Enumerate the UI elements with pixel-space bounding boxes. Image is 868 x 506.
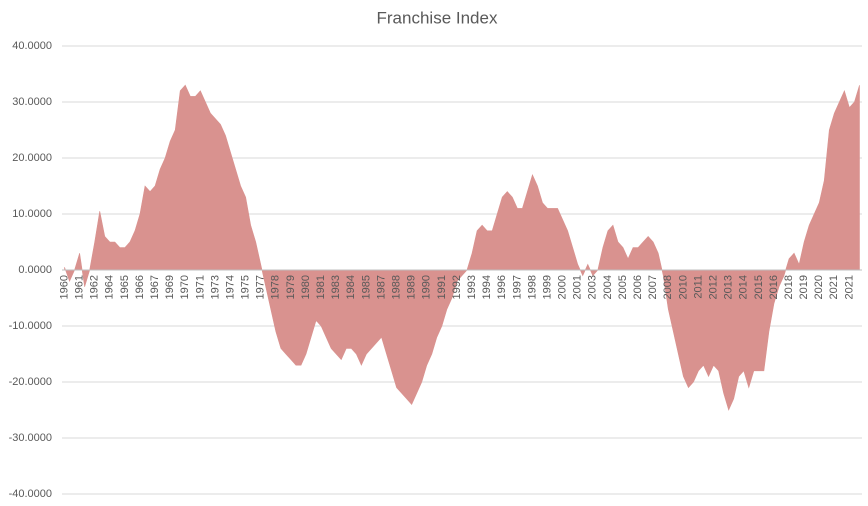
x-tick-label: 2007 bbox=[647, 275, 659, 299]
x-tick-label: 1971 bbox=[194, 275, 206, 299]
x-tick-label: 2018 bbox=[783, 275, 795, 299]
x-tick-label: 1966 bbox=[134, 275, 146, 299]
x-tick-label: 1985 bbox=[360, 275, 372, 299]
x-tick-label: 1996 bbox=[496, 275, 508, 299]
x-tick-label: 2000 bbox=[557, 275, 569, 299]
x-tick-label: 1984 bbox=[345, 275, 357, 299]
x-tick-label: 1994 bbox=[481, 275, 493, 299]
x-tick-label: 1977 bbox=[255, 275, 267, 299]
x-tick-label: 1987 bbox=[375, 275, 387, 299]
area bbox=[64, 84, 860, 411]
x-tick-label: 2012 bbox=[707, 275, 719, 299]
y-tick-label: 30.0000 bbox=[12, 96, 52, 108]
x-tick-label: 1989 bbox=[406, 275, 418, 299]
x-tick-label: 1975 bbox=[240, 275, 252, 299]
x-tick-label: 1967 bbox=[149, 275, 161, 299]
y-tick-label: 10.0000 bbox=[12, 208, 52, 220]
x-tick-label: 1973 bbox=[209, 275, 221, 299]
y-tick-label: 0.0000 bbox=[18, 264, 52, 276]
x-tick-label: 1993 bbox=[466, 275, 478, 299]
x-tick-label: 2020 bbox=[813, 275, 825, 299]
x-tick-label: 1978 bbox=[270, 275, 282, 299]
y-tick-label: -20.0000 bbox=[9, 376, 52, 388]
x-tick-label: 1988 bbox=[390, 275, 402, 299]
x-tick-label: 2003 bbox=[587, 275, 599, 299]
x-tick-label: 1965 bbox=[119, 275, 131, 299]
x-tick-label: 2015 bbox=[753, 275, 765, 299]
x-tick-label: 1964 bbox=[104, 275, 116, 299]
x-tick-label: 2019 bbox=[798, 275, 810, 299]
x-tick-label: 2010 bbox=[677, 275, 689, 299]
x-tick-label: 2021 bbox=[828, 275, 840, 299]
x-tick-label: 1974 bbox=[224, 275, 236, 299]
y-tick-label: -30.0000 bbox=[9, 432, 52, 444]
x-tick-label: 2006 bbox=[632, 275, 644, 299]
x-tick-label: 2001 bbox=[572, 275, 584, 299]
y-tick-label: -40.0000 bbox=[9, 488, 52, 500]
x-tick-label: 1981 bbox=[315, 275, 327, 299]
x-tick-label: 2014 bbox=[738, 275, 750, 299]
x-tick-label: 1960 bbox=[58, 275, 70, 299]
x-tick-label: 2016 bbox=[768, 275, 780, 299]
x-tick-label: 1983 bbox=[330, 275, 342, 299]
x-tick-label: 2013 bbox=[723, 275, 735, 299]
x-tick-label: 1969 bbox=[164, 275, 176, 299]
x-tick-label: 2011 bbox=[692, 275, 704, 299]
x-tick-label: 1991 bbox=[436, 275, 448, 299]
x-tick-label: 1970 bbox=[179, 275, 191, 299]
x-tick-label: 1979 bbox=[285, 275, 297, 299]
y-tick-label: 40.0000 bbox=[12, 40, 52, 52]
chart-title: Franchise Index bbox=[377, 8, 498, 27]
x-tick-label: 1980 bbox=[300, 275, 312, 299]
x-tick-label: 2008 bbox=[662, 275, 674, 299]
x-tick-label: 2021 bbox=[843, 275, 855, 299]
x-tick-label: 1961 bbox=[74, 275, 86, 299]
x-tick-label: 1998 bbox=[526, 275, 538, 299]
x-tick-label: 1992 bbox=[451, 275, 463, 299]
x-tick-label: 2004 bbox=[602, 275, 614, 299]
x-tick-label: 2005 bbox=[617, 275, 629, 299]
x-tick-label: 1999 bbox=[541, 275, 553, 299]
x-tick-label: 1990 bbox=[421, 275, 433, 299]
y-tick-label: 20.0000 bbox=[12, 152, 52, 164]
x-tick-label: 1997 bbox=[511, 275, 523, 299]
x-tick-label: 1962 bbox=[89, 275, 101, 299]
y-tick-label: -10.0000 bbox=[9, 320, 52, 332]
